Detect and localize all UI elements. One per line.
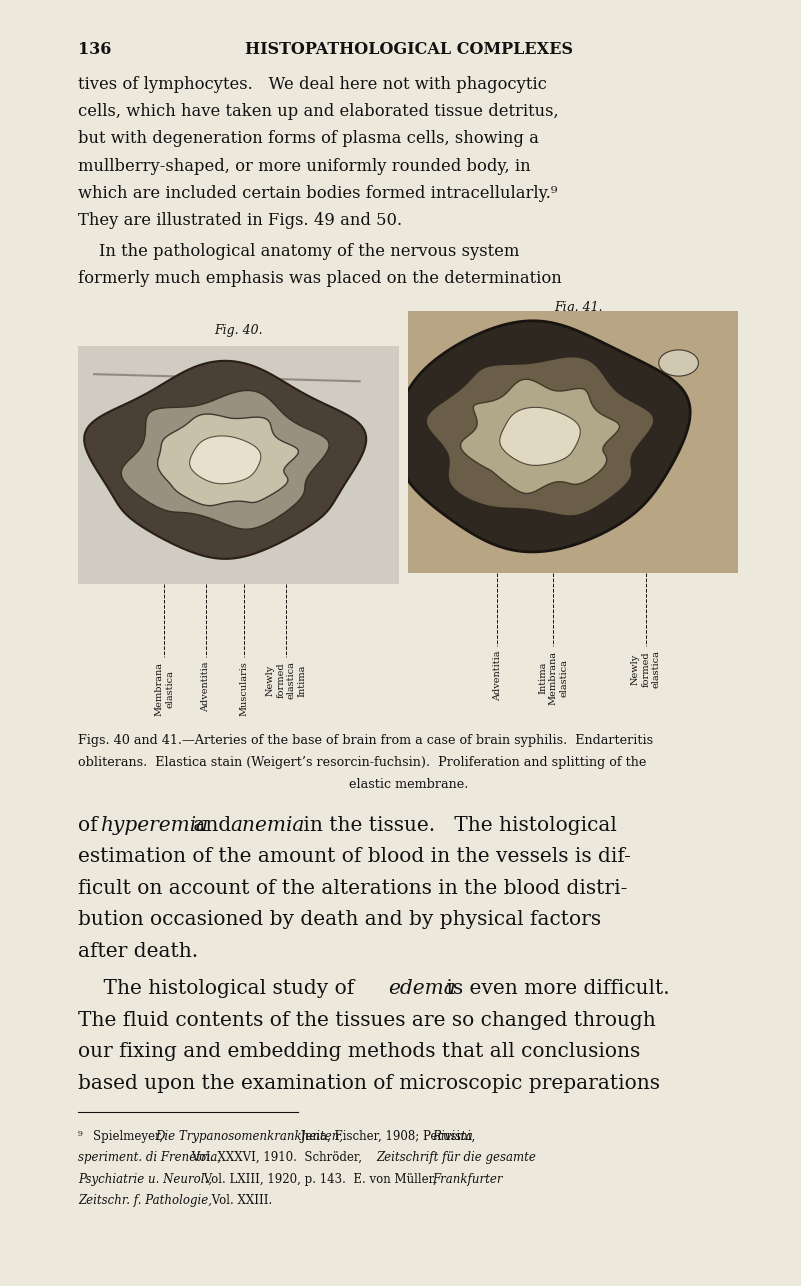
Text: after death.: after death. bbox=[78, 941, 198, 961]
Polygon shape bbox=[84, 361, 366, 559]
Text: Membrana
elastica: Membrana elastica bbox=[155, 661, 174, 715]
Text: speriment. di Frenetria,: speriment. di Frenetria, bbox=[78, 1151, 221, 1164]
Text: cells, which have taken up and elaborated tissue detritus,: cells, which have taken up and elaborate… bbox=[78, 103, 558, 120]
Text: and: and bbox=[187, 815, 238, 835]
Text: Spielmeyer,: Spielmeyer, bbox=[93, 1129, 167, 1142]
Polygon shape bbox=[500, 408, 580, 466]
Text: Zeitschr. f. Pathologie,: Zeitschr. f. Pathologie, bbox=[78, 1195, 212, 1208]
Text: In the pathological anatomy of the nervous system: In the pathological anatomy of the nervo… bbox=[78, 243, 519, 260]
Polygon shape bbox=[658, 350, 698, 376]
Text: They are illustrated in Figs. 49 and 50.: They are illustrated in Figs. 49 and 50. bbox=[78, 212, 402, 229]
Polygon shape bbox=[121, 391, 329, 529]
Text: Frankfurter: Frankfurter bbox=[432, 1173, 502, 1186]
Text: Psychiatrie u. Neurol.,: Psychiatrie u. Neurol., bbox=[78, 1173, 212, 1186]
Text: Rivista: Rivista bbox=[432, 1129, 473, 1142]
Text: Muscularis: Muscularis bbox=[240, 661, 249, 716]
Text: Newly
formed
elastica
Intima: Newly formed elastica Intima bbox=[266, 661, 306, 700]
Text: 136: 136 bbox=[78, 41, 111, 58]
Text: obliterans.  Elastica stain (Weigert’s resorcin-fuchsin).  Proliferation and spl: obliterans. Elastica stain (Weigert’s re… bbox=[78, 756, 646, 769]
Text: Adventitia: Adventitia bbox=[493, 651, 501, 701]
Text: Die Trypanosomenkrankheiten,: Die Trypanosomenkrankheiten, bbox=[155, 1129, 343, 1142]
Text: Vol. XXIII.: Vol. XXIII. bbox=[208, 1195, 272, 1208]
Text: Intima
Membrana
elastica: Intima Membrana elastica bbox=[538, 651, 568, 705]
Text: bution occasioned by death and by physical factors: bution occasioned by death and by physic… bbox=[78, 910, 601, 928]
Polygon shape bbox=[190, 436, 261, 484]
Text: Fig. 41.: Fig. 41. bbox=[553, 301, 602, 314]
Text: Jena, Fischer, 1908; Perusini,: Jena, Fischer, 1908; Perusini, bbox=[297, 1129, 479, 1142]
Polygon shape bbox=[461, 379, 619, 494]
Text: elastic membrane.: elastic membrane. bbox=[349, 778, 469, 791]
Text: anemia: anemia bbox=[230, 815, 304, 835]
Text: our fixing and embedding methods that all conclusions: our fixing and embedding methods that al… bbox=[78, 1042, 640, 1061]
Text: formerly much emphasis was placed on the determination: formerly much emphasis was placed on the… bbox=[78, 270, 562, 287]
Text: of: of bbox=[78, 815, 104, 835]
Text: The histological study of: The histological study of bbox=[78, 979, 360, 998]
Polygon shape bbox=[158, 414, 299, 505]
Text: Vol. XXXVI, 1910.  Schröder,: Vol. XXXVI, 1910. Schröder, bbox=[188, 1151, 366, 1164]
Text: edema: edema bbox=[388, 979, 456, 998]
Text: hyperemia: hyperemia bbox=[100, 815, 208, 835]
Text: in the tissue.   The histological: in the tissue. The histological bbox=[297, 815, 617, 835]
Text: The fluid contents of the tissues are so changed through: The fluid contents of the tissues are so… bbox=[78, 1011, 656, 1030]
Text: which are included certain bodies formed intracellularly.⁹: which are included certain bodies formed… bbox=[78, 185, 557, 202]
Text: ficult on account of the alterations in the blood distri-: ficult on account of the alterations in … bbox=[78, 878, 627, 898]
Text: Figs. 40 and 41.—Arteries of the base of brain from a case of brain syphilis.  E: Figs. 40 and 41.—Arteries of the base of… bbox=[78, 733, 653, 747]
Polygon shape bbox=[426, 356, 654, 516]
Text: estimation of the amount of blood in the vessels is dif-: estimation of the amount of blood in the… bbox=[78, 847, 631, 865]
Text: based upon the examination of microscopic preparations: based upon the examination of microscopi… bbox=[78, 1074, 660, 1093]
Text: Adventitia: Adventitia bbox=[202, 661, 211, 712]
Text: Zeitschrift für die gesamte: Zeitschrift für die gesamte bbox=[376, 1151, 536, 1164]
Text: Fig. 40.: Fig. 40. bbox=[214, 324, 262, 337]
Text: ⁹: ⁹ bbox=[78, 1129, 87, 1142]
Text: mullberry-shaped, or more uniformly rounded body, in: mullberry-shaped, or more uniformly roun… bbox=[78, 158, 530, 175]
Text: HISTOPATHOLOGICAL COMPLEXES: HISTOPATHOLOGICAL COMPLEXES bbox=[245, 41, 573, 58]
Text: tives of lymphocytes.   We deal here not with phagocytic: tives of lymphocytes. We deal here not w… bbox=[78, 76, 547, 93]
Text: is even more difficult.: is even more difficult. bbox=[440, 979, 670, 998]
Text: Vol. LXIII, 1920, p. 143.  E. von Müller,: Vol. LXIII, 1920, p. 143. E. von Müller, bbox=[200, 1173, 441, 1186]
Text: Newly
formed
elastica: Newly formed elastica bbox=[630, 651, 661, 688]
Polygon shape bbox=[395, 320, 690, 552]
Text: but with degeneration forms of plasma cells, showing a: but with degeneration forms of plasma ce… bbox=[78, 130, 539, 148]
